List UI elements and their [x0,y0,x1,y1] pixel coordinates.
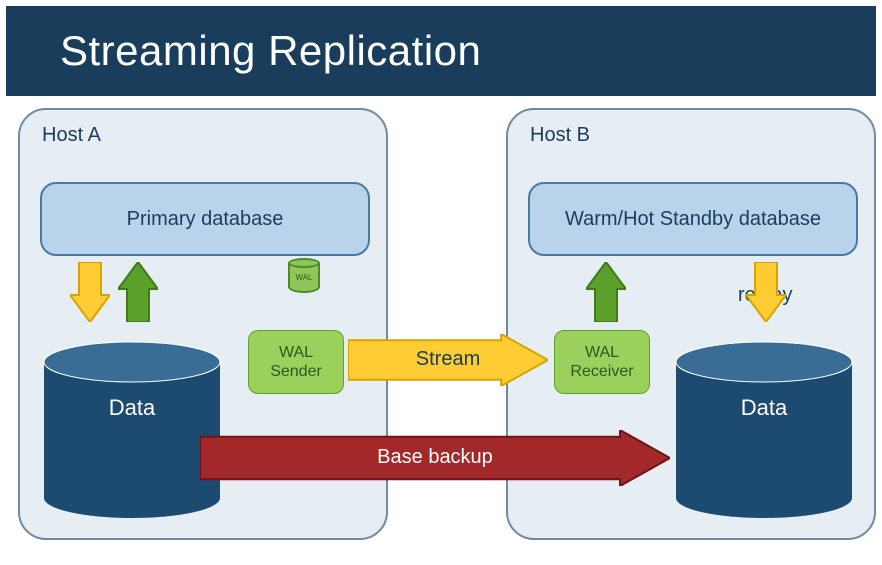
primary-database-label: Primary database [127,208,284,231]
title-bar: Streaming Replication [6,6,876,96]
wal-receiver-box: WAL Receiver [554,330,650,394]
stream-label: Stream [348,348,548,371]
wal-sender-label: WAL Sender [270,343,322,381]
wal-cylinder: WAL [288,258,320,293]
primary-database-box: Primary database [40,182,370,256]
data-cylinder-a: Data [42,340,222,520]
standby-database-label: Warm/Hot Standby database [565,208,821,231]
arrow-green-up-a [118,262,158,322]
wal-sender-box: WAL Sender [248,330,344,394]
base-backup-arrow: Base backup [200,430,670,486]
base-backup-label: Base backup [200,446,670,469]
standby-database-box: Warm/Hot Standby database [528,182,858,256]
stream-arrow: Stream [348,334,548,386]
data-cylinder-b: Data [674,340,854,520]
wal-cylinder-label: WAL [295,273,312,282]
arrow-green-up-b [586,262,626,322]
data-a-label: Data [42,395,222,421]
host-a-label: Host A [42,124,101,147]
wal-receiver-label: WAL Receiver [570,343,633,381]
arrow-yellow-down-b [746,262,786,322]
host-b-label: Host B [530,124,590,147]
arrow-yellow-down-a [70,262,110,322]
data-b-label: Data [674,395,854,421]
page-title: Streaming Replication [60,27,481,75]
